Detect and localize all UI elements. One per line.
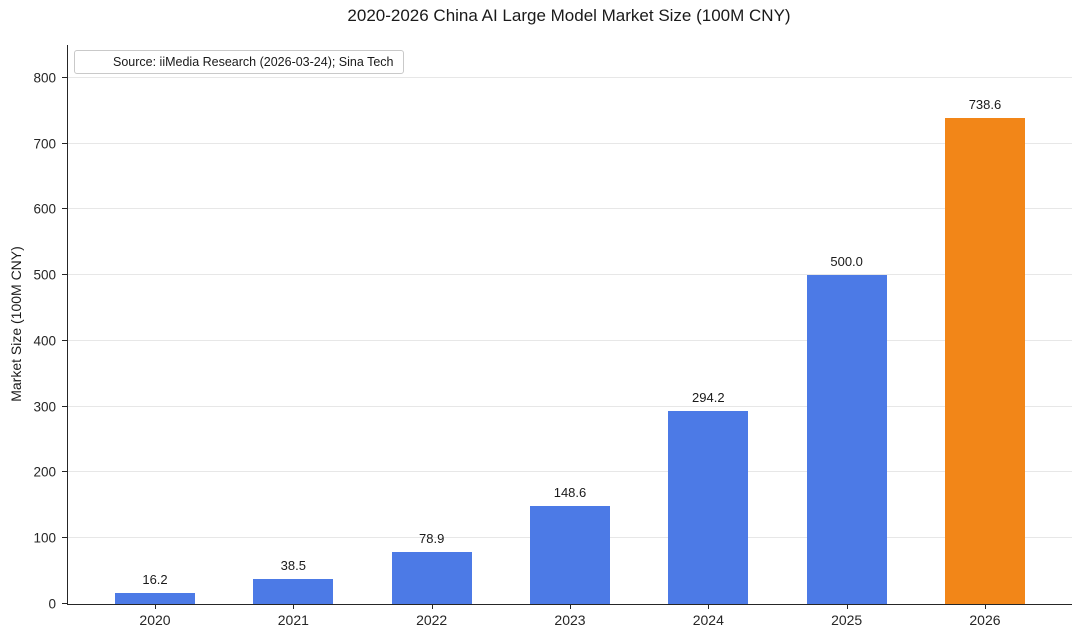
y-tick-label-200: 200 <box>33 464 56 480</box>
x-tick-label-2025: 2025 <box>831 612 863 628</box>
bar-2024 <box>668 410 749 604</box>
x-tick-label-2024: 2024 <box>692 612 724 628</box>
x-tick-label-2020: 2020 <box>139 612 171 628</box>
y-tick-mark-400 <box>62 339 67 341</box>
y-tick-mark-300 <box>62 405 67 407</box>
x-tick-mark-2022 <box>431 604 433 609</box>
bar-value-label-2026: 738.6 <box>968 97 1002 113</box>
y-tick-mark-700 <box>62 142 67 144</box>
bar-2022 <box>391 552 472 604</box>
gridline-400 <box>68 339 1072 341</box>
bar-2023 <box>529 506 610 604</box>
bar-value-label-2024: 294.2 <box>692 389 725 405</box>
y-tick-label-700: 700 <box>33 136 56 152</box>
x-tick-mark-2026 <box>984 604 986 609</box>
gridline-800 <box>68 76 1072 78</box>
source-annotation-box: Source: iiMedia Research (2026-03-24); S… <box>74 50 405 74</box>
bar-value-label-2020: 16.2 <box>142 572 168 588</box>
x-tick-mark-2023 <box>569 604 571 609</box>
y-tick-label-800: 800 <box>33 70 56 86</box>
y-tick-mark-600 <box>62 208 67 210</box>
x-tick-label-2021: 2021 <box>277 612 309 628</box>
bar-value-label-2022: 78.9 <box>419 531 445 547</box>
y-tick-mark-800 <box>62 76 67 78</box>
x-tick-mark-2025 <box>846 604 848 609</box>
bar-2020 <box>115 593 195 604</box>
gridline-200 <box>68 471 1072 473</box>
x-tick-mark-2021 <box>293 604 295 609</box>
gridline-700 <box>68 142 1072 144</box>
y-tick-mark-500 <box>62 274 67 276</box>
chart-title: 2020-2026 China AI Large Model Market Si… <box>347 6 791 25</box>
y-tick-label-400: 400 <box>33 333 56 349</box>
y-tick-mark-100 <box>62 537 67 539</box>
bar-value-label-2025: 500.0 <box>830 254 863 270</box>
x-tick-mark-2024 <box>708 604 710 609</box>
y-tick-mark-0 <box>62 603 67 604</box>
y-tick-label-500: 500 <box>33 267 56 283</box>
bar-2026 <box>944 118 1025 604</box>
x-tick-label-2026: 2026 <box>969 612 1001 628</box>
bar-value-label-2023: 148.6 <box>553 485 587 501</box>
gridline-600 <box>68 208 1072 210</box>
gridline-300 <box>68 405 1072 407</box>
bar-2025 <box>806 275 887 604</box>
y-tick-label-600: 600 <box>33 201 56 217</box>
y-tick-mark-200 <box>62 471 67 473</box>
y-tick-label-0: 0 <box>48 596 56 612</box>
bar-2021 <box>253 578 334 604</box>
x-tick-label-2022: 2022 <box>416 612 448 628</box>
gridline-500 <box>68 274 1072 276</box>
source-annotation-text: Source: iiMedia Research (2026-03-24); S… <box>113 55 394 69</box>
y-tick-label-100: 100 <box>33 530 56 546</box>
x-tick-mark-2020 <box>155 604 156 609</box>
bar-value-label-2021: 38.5 <box>280 557 306 573</box>
y-tick-label-300: 300 <box>33 399 56 415</box>
plot-area: Source: iiMedia Research (2026-03-24); S… <box>33 45 1072 628</box>
x-tick-label-2023: 2023 <box>554 612 586 628</box>
